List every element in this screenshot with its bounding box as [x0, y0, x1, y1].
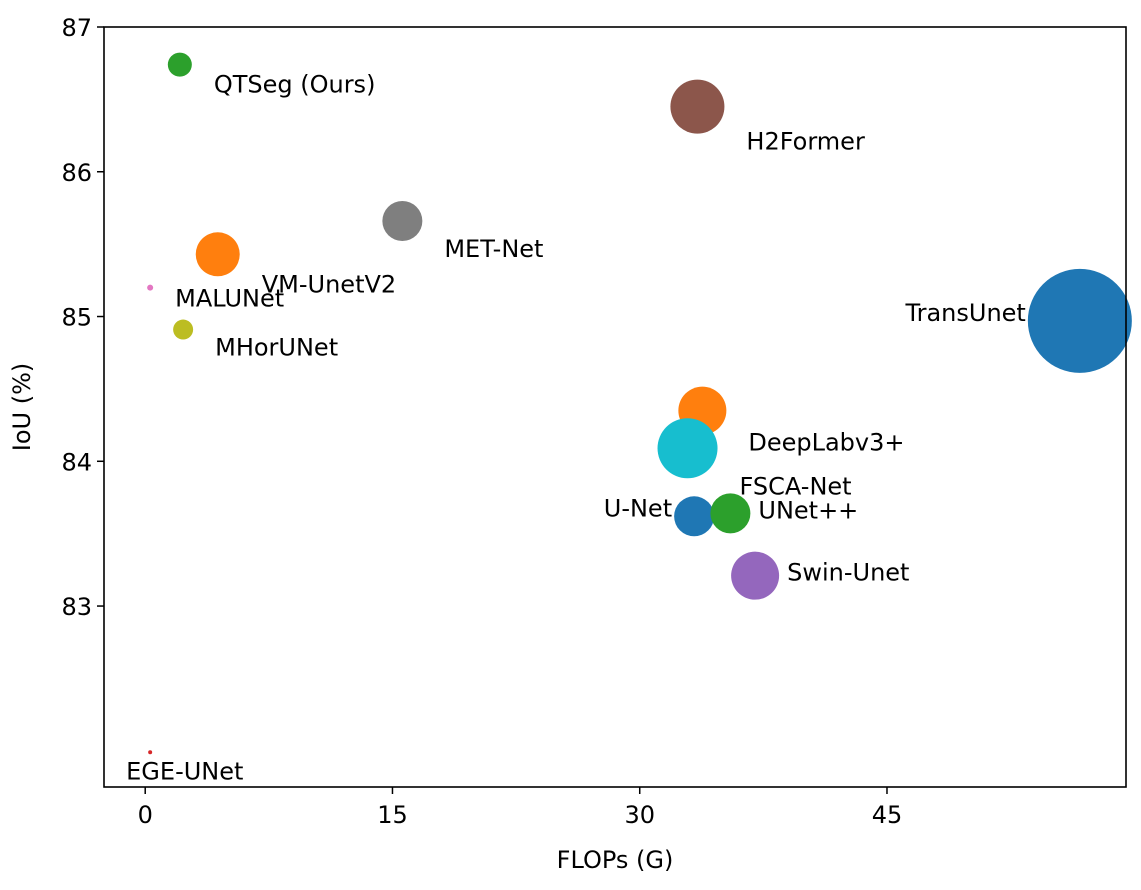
point-marker [148, 750, 153, 755]
y-tick-label: 84 [61, 448, 92, 476]
x-axis-label: FLOPs (G) [557, 846, 674, 874]
point-marker [167, 52, 192, 77]
point-label: TransUnet [904, 299, 1025, 327]
point-marker [670, 79, 725, 134]
point-marker [674, 496, 715, 537]
point-label: DeepLabv3+ [748, 429, 904, 457]
point-marker [1027, 268, 1132, 373]
y-tick-label: 83 [61, 593, 92, 621]
point-label: MALUNet [175, 285, 284, 313]
point-marker [657, 418, 718, 479]
point-marker [147, 284, 154, 291]
point-label: UNet++ [758, 496, 858, 524]
chart-marks [147, 52, 1132, 755]
point-label: U-Net [604, 494, 672, 522]
x-tick-label: 30 [624, 801, 655, 829]
x-tick-label: 15 [377, 801, 408, 829]
point-label: EGE-UNet [126, 757, 243, 785]
y-tick-label: 87 [61, 14, 92, 42]
plot-frame [103, 26, 1127, 788]
y-axis: 83 84 85 86 87 [61, 14, 104, 621]
point-label: VM-UnetV2 [262, 270, 396, 298]
point-marker [173, 319, 194, 340]
y-axis-label: IoU (%) [8, 363, 36, 452]
point-label: FSCA-Net [740, 472, 852, 500]
point-label: QTSeg (Ours) [214, 71, 376, 99]
point-marker [195, 232, 240, 277]
point-marker [731, 551, 780, 600]
point-label: MHorUNet [215, 334, 338, 362]
x-tick-label: 45 [872, 801, 903, 829]
point-label: H2Former [746, 128, 865, 156]
point-label: MET-Net [444, 235, 543, 263]
x-tick-label: 0 [138, 801, 153, 829]
x-axis: 0 15 30 45 [138, 787, 903, 829]
y-tick-label: 86 [61, 159, 92, 187]
point-marker [382, 200, 423, 241]
point-label: Swin-Unet [787, 559, 909, 587]
point-labels: QTSeg (Ours) H2Former MET-Net VM-UnetV2MALU… [126, 71, 1026, 786]
y-tick-label: 85 [61, 304, 92, 332]
point-marker [710, 493, 751, 534]
